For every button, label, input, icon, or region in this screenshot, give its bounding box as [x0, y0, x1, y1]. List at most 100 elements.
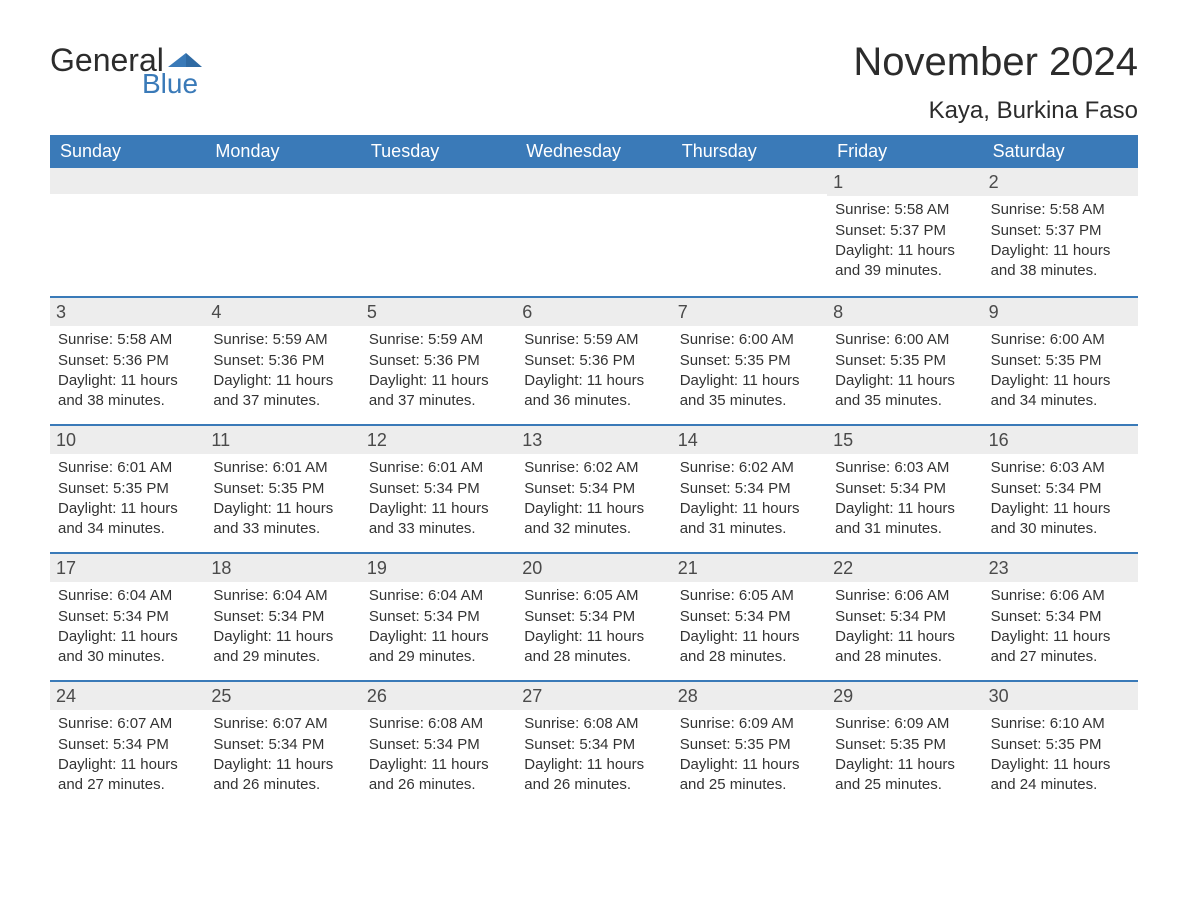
day-number-bar [672, 168, 827, 194]
day-sunrise: Sunrise: 6:07 AM [213, 714, 352, 734]
day-day1: Daylight: 11 hours [680, 499, 819, 519]
day-number-bar: 26 [361, 682, 516, 710]
day-cell: 25 Sunrise: 6:07 AMSunset: 5:34 PMDayligh… [205, 682, 360, 808]
day-day2: and 30 minutes. [991, 519, 1130, 539]
day-number: 12 [367, 430, 387, 450]
day-number-bar: 9 [983, 298, 1138, 326]
day-cell: 1Sunrise: 5:58 AMSunset: 5:37 PMDaylight… [827, 168, 982, 296]
day-day1: Daylight: 11 hours [991, 371, 1130, 391]
day-number: 25 [211, 686, 231, 706]
weekday-header: Sunday Monday Tuesday Wednesday Thursday… [50, 135, 1138, 168]
day-number-bar [205, 168, 360, 194]
day-day1: Daylight: 11 hours [369, 755, 508, 775]
day-sunrise: Sunrise: 6:00 AM [991, 330, 1130, 350]
day-sunrise: Sunrise: 6:04 AM [213, 586, 352, 606]
day-day2: and 34 minutes. [58, 519, 197, 539]
day-day1: Daylight: 11 hours [58, 371, 197, 391]
day-day2: and 39 minutes. [835, 261, 974, 281]
day-sunset: Sunset: 5:35 PM [991, 735, 1130, 755]
day-number-bar: 1 [827, 168, 982, 196]
day-sunset: Sunset: 5:35 PM [835, 735, 974, 755]
day-sunrise: Sunrise: 6:08 AM [369, 714, 508, 734]
day-sunset: Sunset: 5:34 PM [680, 607, 819, 627]
day-body: Sunrise: 6:00 AMSunset: 5:35 PMDaylight:… [680, 330, 819, 411]
day-sunrise: Sunrise: 6:01 AM [369, 458, 508, 478]
day-number: 20 [522, 558, 542, 578]
day-number: 3 [56, 302, 66, 322]
day-day1: Daylight: 11 hours [991, 627, 1130, 647]
weekday-thursday: Thursday [672, 135, 827, 168]
day-cell: 9 Sunrise: 6:00 AMSunset: 5:35 PMDaylight… [983, 298, 1138, 424]
logo: General Blue [50, 40, 202, 98]
day-cell: 17Sunrise: 6:04 AMSunset: 5:34 PMDayligh… [50, 554, 205, 680]
day-body: Sunrise: 6:01 AMSunset: 5:35 PMDaylight:… [213, 458, 352, 539]
day-sunrise: Sunrise: 5:59 AM [213, 330, 352, 350]
day-sunrise: Sunrise: 6:01 AM [58, 458, 197, 478]
day-sunset: Sunset: 5:35 PM [680, 351, 819, 371]
day-number: 30 [989, 686, 1009, 706]
day-day2: and 31 minutes. [680, 519, 819, 539]
day-sunset: Sunset: 5:34 PM [524, 479, 663, 499]
day-body: Sunrise: 5:59 AMSunset: 5:36 PMDaylight:… [213, 330, 352, 411]
day-day1: Daylight: 11 hours [991, 241, 1130, 261]
day-cell: 30Sunrise: 6:10 AMSunset: 5:35 PMDayligh… [983, 682, 1138, 808]
day-body: Sunrise: 6:02 AMSunset: 5:34 PMDaylight:… [680, 458, 819, 539]
day-number: 13 [522, 430, 542, 450]
day-cell: 29Sunrise: 6:09 AMSunset: 5:35 PMDayligh… [827, 682, 982, 808]
day-day1: Daylight: 11 hours [835, 371, 974, 391]
day-cell: 7 Sunrise: 6:00 AMSunset: 5:35 PMDaylight… [672, 298, 827, 424]
day-number-bar: 14 [672, 426, 827, 454]
page-title: November 2024 [853, 40, 1138, 85]
week-row: 17Sunrise: 6:04 AMSunset: 5:34 PMDayligh… [50, 552, 1138, 680]
day-day2: and 34 minutes. [991, 391, 1130, 411]
day-body: Sunrise: 6:00 AMSunset: 5:35 PMDaylight:… [991, 330, 1130, 411]
day-sunrise: Sunrise: 5:58 AM [835, 200, 974, 220]
day-cell: 8Sunrise: 6:00 AMSunset: 5:35 PMDaylight… [827, 298, 982, 424]
day-body: Sunrise: 6:08 AMSunset: 5:34 PMDaylight:… [524, 714, 663, 795]
day-sunrise: Sunrise: 5:59 AM [524, 330, 663, 350]
day-cell: 28Sunrise: 6:09 AMSunset: 5:35 PMDayligh… [672, 682, 827, 808]
day-cell: 14 Sunrise: 6:02 AMSunset: 5:34 PMDayligh… [672, 426, 827, 552]
day-sunset: Sunset: 5:35 PM [991, 351, 1130, 371]
day-sunset: Sunset: 5:34 PM [213, 735, 352, 755]
day-day1: Daylight: 11 hours [213, 755, 352, 775]
day-sunset: Sunset: 5:35 PM [58, 479, 197, 499]
day-sunset: Sunset: 5:36 PM [213, 351, 352, 371]
day-body: Sunrise: 5:59 AMSunset: 5:36 PMDaylight:… [524, 330, 663, 411]
day-number-bar: 21 [672, 554, 827, 582]
day-sunrise: Sunrise: 6:05 AM [524, 586, 663, 606]
weekday-tuesday: Tuesday [361, 135, 516, 168]
day-number-bar: 7 [672, 298, 827, 326]
day-cell [361, 168, 516, 296]
day-body: Sunrise: 6:07 AMSunset: 5:34 PMDaylight:… [213, 714, 352, 795]
day-cell: 2Sunrise: 5:58 AMSunset: 5:37 PMDaylight… [983, 168, 1138, 296]
week-row: 24Sunrise: 6:07 AMSunset: 5:34 PMDayligh… [50, 680, 1138, 808]
day-sunrise: Sunrise: 6:02 AM [524, 458, 663, 478]
day-number: 5 [367, 302, 377, 322]
day-number-bar: 25 [205, 682, 360, 710]
day-cell: 5Sunrise: 5:59 AMSunset: 5:36 PMDaylight… [361, 298, 516, 424]
day-day1: Daylight: 11 hours [991, 499, 1130, 519]
day-number-bar: 15 [827, 426, 982, 454]
day-day2: and 25 minutes. [835, 775, 974, 795]
day-day2: and 37 minutes. [369, 391, 508, 411]
day-day1: Daylight: 11 hours [524, 627, 663, 647]
day-sunset: Sunset: 5:34 PM [991, 607, 1130, 627]
logo-word-2: Blue [142, 70, 202, 98]
day-cell: 11Sunrise: 6:01 AMSunset: 5:35 PMDayligh… [205, 426, 360, 552]
day-number-bar: 6 [516, 298, 671, 326]
day-cell: 26Sunrise: 6:08 AMSunset: 5:34 PMDayligh… [361, 682, 516, 808]
day-day2: and 35 minutes. [680, 391, 819, 411]
day-day2: and 29 minutes. [213, 647, 352, 667]
day-number: 28 [678, 686, 698, 706]
day-sunrise: Sunrise: 6:00 AM [835, 330, 974, 350]
day-day1: Daylight: 11 hours [369, 371, 508, 391]
weekday-wednesday: Wednesday [516, 135, 671, 168]
day-number: 8 [833, 302, 843, 322]
day-number-bar: 27 [516, 682, 671, 710]
day-sunrise: Sunrise: 6:05 AM [680, 586, 819, 606]
day-day2: and 33 minutes. [369, 519, 508, 539]
day-day2: and 27 minutes. [58, 775, 197, 795]
day-day2: and 31 minutes. [835, 519, 974, 539]
day-body: Sunrise: 6:06 AMSunset: 5:34 PMDaylight:… [991, 586, 1130, 667]
